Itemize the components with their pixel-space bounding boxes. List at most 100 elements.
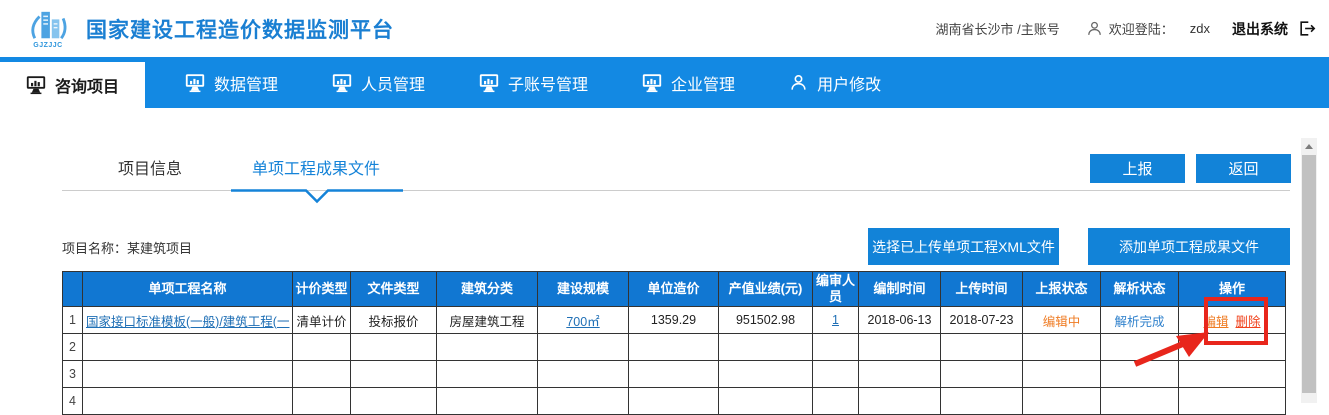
scrollbar-up-button[interactable] (1301, 138, 1317, 154)
empty-cell (82, 360, 293, 388)
header-right: 湖南省长沙市 /主账号 欢迎登陆： zdx 退出系统 (936, 0, 1319, 57)
username: zdx (1189, 21, 1210, 36)
nav-item-subaccount-management[interactable]: 子账号管理 (465, 57, 602, 108)
project-name-cell: 国家接口标准模板(一般)/建筑工程(一 (82, 306, 293, 334)
empty-cell (350, 387, 437, 415)
account-region-label: 湖南省长沙市 /主账号 (935, 22, 1060, 37)
app-logo: GJZJJC (26, 9, 70, 49)
col-header-operations: 操作 (1178, 271, 1286, 307)
nav-item-label: 咨询项目 (54, 79, 119, 96)
output-value-cell: 951502.98 (718, 306, 813, 334)
logout-link[interactable]: 退出系统 (1232, 20, 1288, 37)
empty-cell (1178, 387, 1286, 415)
logout-icon[interactable] (1298, 19, 1317, 38)
compile-time-cell: 2018-06-13 (858, 306, 941, 334)
empty-cell (82, 387, 293, 415)
empty-cell (1100, 360, 1179, 388)
empty-cell (537, 360, 629, 388)
monitor-chart-icon (642, 73, 662, 93)
empty-cell (858, 387, 941, 415)
empty-cell (537, 333, 629, 361)
col-header-output-value: 产值业绩(元) (718, 271, 813, 307)
empty-cell (292, 360, 351, 388)
empty-cell (350, 333, 437, 361)
nav-item-enterprise-management[interactable]: 企业管理 (628, 57, 749, 108)
row-index: 3 (62, 360, 83, 388)
upload-time-cell: 2018-07-23 (940, 306, 1023, 334)
empty-cell (812, 387, 859, 415)
monitor-chart-icon (332, 73, 352, 93)
back-button[interactable]: 返回 (1196, 154, 1291, 183)
operations-cell: 编辑 删除 (1178, 306, 1286, 334)
monitor-chart-icon (26, 75, 46, 95)
row-index: 4 (62, 387, 83, 415)
col-header-file-type: 文件类型 (350, 271, 437, 307)
nav-item-consult-projects[interactable]: 咨询项目 (0, 62, 145, 108)
pricing-type-cell: 清单计价 (292, 306, 351, 334)
nav-item-user-modify[interactable]: 用户修改 (775, 57, 895, 108)
user-icon (1086, 20, 1103, 37)
empty-cell (812, 333, 859, 361)
col-header-scale: 建设规模 (537, 271, 629, 307)
table-row: 1 国家接口标准模板(一般)/建筑工程(一 清单计价 投标报价 房屋建筑工程 7… (62, 306, 1286, 334)
file-type-cell: 投标报价 (350, 306, 437, 334)
monitor-chart-icon (185, 73, 205, 93)
col-header-project-name: 单项工程名称 (82, 271, 293, 307)
empty-cell (292, 333, 351, 361)
empty-cell (718, 387, 813, 415)
page-title: 国家建设工程造价数据监测平台 (86, 18, 394, 42)
empty-cell (812, 360, 859, 388)
nav-item-label: 企业管理 (671, 76, 736, 94)
project-name-link[interactable]: 国家接口标准模板(一般)/建筑工程(一 (86, 314, 290, 329)
empty-cell (436, 360, 538, 388)
empty-cell (940, 387, 1023, 415)
empty-cell (350, 360, 437, 388)
empty-cell (1022, 360, 1101, 388)
col-header-editors: 编审人员 (812, 271, 859, 307)
monitor-chart-icon (479, 73, 499, 93)
scale-link[interactable]: 700㎡ (566, 314, 600, 329)
editors-link[interactable]: 1 (832, 313, 839, 327)
col-header-index (62, 271, 83, 307)
tab-project-info[interactable]: 项目信息 (117, 161, 182, 178)
empty-cell (628, 387, 719, 415)
empty-cell (628, 360, 719, 388)
empty-cell (1022, 387, 1101, 415)
edit-link[interactable]: 编辑 (1203, 314, 1229, 329)
tab-single-project-files[interactable]: 单项工程成果文件 (251, 161, 380, 178)
col-header-pricing-type: 计价类型 (292, 271, 351, 307)
empty-cell (82, 333, 293, 361)
col-header-report-status: 上报状态 (1022, 271, 1101, 307)
table-row: 2 (62, 333, 1286, 361)
nav-item-label: 用户修改 (817, 76, 882, 94)
logo-text: GJZJJC (33, 41, 63, 49)
parse-status-badge: 解析完成 (1114, 314, 1165, 329)
empty-cell (1178, 360, 1286, 388)
empty-cell (940, 333, 1023, 361)
table-row: 4 (62, 387, 1286, 415)
nav-item-personnel-management[interactable]: 人员管理 (318, 57, 439, 108)
row-index: 1 (62, 306, 83, 334)
add-result-file-button[interactable]: 添加单项工程成果文件 (1088, 228, 1290, 265)
logo-building-icon (31, 11, 67, 39)
report-button[interactable]: 上报 (1090, 154, 1185, 183)
scrollbar-thumb[interactable] (1302, 155, 1316, 393)
col-header-building-class: 建筑分类 (436, 271, 538, 307)
tab-divider (62, 190, 1290, 191)
scale-cell: 700㎡ (537, 306, 629, 334)
select-uploaded-xml-button[interactable]: 选择已上传单项工程XML文件 (868, 228, 1059, 265)
vertical-scrollbar[interactable] (1301, 138, 1317, 403)
nav-item-data-management[interactable]: 数据管理 (171, 57, 292, 108)
delete-link[interactable]: 删除 (1235, 314, 1261, 329)
nav-item-label: 人员管理 (361, 76, 426, 94)
empty-cell (1100, 333, 1179, 361)
empty-cell (858, 360, 941, 388)
empty-cell (628, 333, 719, 361)
table-header-row: 单项工程名称 计价类型 文件类型 建筑分类 建设规模 单位造价 产值业绩(元) … (62, 271, 1286, 307)
col-header-compile-time: 编制时间 (858, 271, 941, 307)
main-nav: 咨询项目 数据管理 (0, 57, 1329, 108)
empty-cell (1022, 333, 1101, 361)
top-header: GJZJJC 国家建设工程造价数据监测平台 湖南省长沙市 /主账号 欢迎登陆： … (0, 0, 1329, 57)
report-status-cell: 编辑中 (1022, 306, 1101, 334)
empty-cell (858, 333, 941, 361)
